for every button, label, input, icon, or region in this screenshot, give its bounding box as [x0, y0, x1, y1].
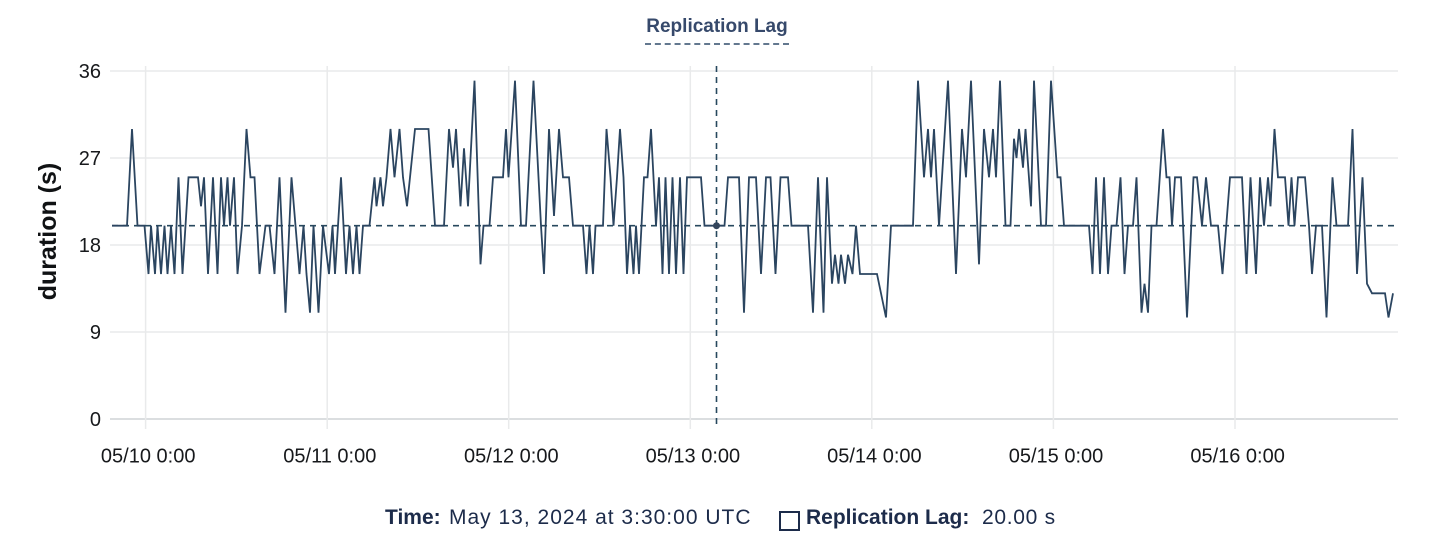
svg-text:05/15 0:00: 05/15 0:00 [1009, 446, 1104, 468]
svg-text:27: 27 [79, 148, 101, 170]
svg-text:0: 0 [90, 409, 101, 431]
svg-text:05/12 0:00: 05/12 0:00 [464, 446, 559, 468]
svg-text:05/10 0:00: 05/10 0:00 [101, 446, 196, 468]
svg-text:05/16 0:00: 05/16 0:00 [1190, 446, 1285, 468]
svg-text:05/13 0:00: 05/13 0:00 [646, 446, 741, 468]
svg-text:05/14 0:00: 05/14 0:00 [827, 446, 922, 468]
svg-text:18: 18 [79, 235, 101, 257]
svg-text:duration (s): duration (s) [34, 163, 62, 301]
svg-text:9: 9 [90, 322, 101, 344]
svg-text:05/11 0:00: 05/11 0:00 [283, 446, 376, 468]
svg-text:36: 36 [79, 61, 101, 83]
